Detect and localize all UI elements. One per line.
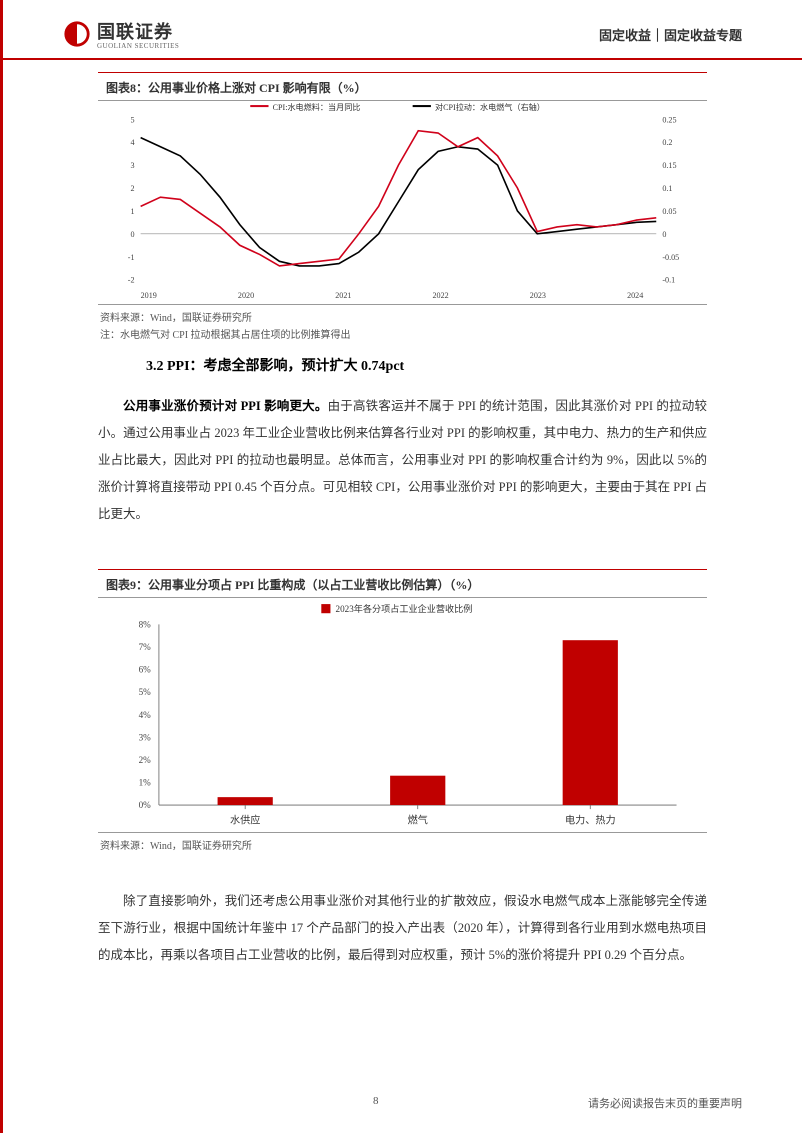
chart-9-plot: 2023年各分项占工业企业营收比例 0% 1% 2% 3% 4% 5% 6% 7% 8% 水供应 燃气… [98, 598, 707, 831]
svg-text:2021: 2021 [335, 291, 351, 300]
chart-8-plot: -2 -1 0 1 2 3 4 5 -0.1 -0.05 0 0.05 0.1 0.15 0.2 0.25 20… [98, 101, 707, 304]
svg-text:2: 2 [130, 184, 134, 193]
svg-text:1%: 1% [139, 778, 152, 788]
paragraph-1-lead: 公用事业涨价预计对 PPI 影响更大。 [123, 399, 328, 413]
footer-disclaimer: 请务必阅读报告末页的重要声明 [588, 1095, 742, 1111]
figure-9-source: 资料来源：Wind，国联证券研究所 [100, 837, 707, 852]
page-header: 国联证券 GUOLIAN SECURITIES 固定收益｜固定收益专题 [3, 0, 802, 60]
svg-text:1: 1 [130, 207, 134, 216]
paragraph-1: 公用事业涨价预计对 PPI 影响更大。由于高铁客运并不属于 PPI 的统计范围，… [98, 393, 707, 527]
svg-text:2022: 2022 [432, 291, 448, 300]
svg-text:0: 0 [130, 230, 134, 239]
svg-text:2019: 2019 [141, 291, 157, 300]
svg-text:6%: 6% [139, 665, 152, 675]
svg-text:4%: 4% [139, 710, 152, 720]
svg-text:2%: 2% [139, 755, 152, 765]
svg-text:5%: 5% [139, 688, 152, 698]
svg-text:CPI:水电燃料：当月同比: CPI:水电燃料：当月同比 [273, 102, 361, 112]
svg-text:0.2: 0.2 [662, 138, 672, 147]
figure-8: 图表8：公用事业价格上涨对 CPI 影响有限（%） -2 -1 0 1 2 3 4 5 -0.1… [98, 72, 707, 305]
svg-text:燃气: 燃气 [408, 814, 428, 827]
paragraph-2: 除了直接影响外，我们还考虑公用事业涨价对其他行业的扩散效应，假设水电燃气成本上涨… [98, 888, 707, 969]
logo-text-cn: 国联证券 [97, 18, 179, 44]
svg-text:3%: 3% [139, 733, 152, 743]
svg-text:-2: -2 [128, 276, 135, 285]
svg-text:2020: 2020 [238, 291, 254, 300]
header-category: 固定收益｜固定收益专题 [599, 25, 742, 44]
svg-text:电力、热力: 电力、热力 [565, 814, 616, 827]
figure-8-title: 图表8：公用事业价格上涨对 CPI 影响有限（%） [98, 73, 707, 101]
company-logo-icon [63, 20, 91, 48]
svg-text:0: 0 [662, 230, 666, 239]
svg-text:水供应: 水供应 [230, 814, 260, 827]
svg-text:2024: 2024 [627, 291, 643, 300]
svg-text:0.05: 0.05 [662, 207, 676, 216]
svg-text:2023年各分项占工业企业营收比例: 2023年各分项占工业企业营收比例 [336, 604, 473, 615]
svg-text:-1: -1 [128, 253, 135, 262]
svg-text:0.1: 0.1 [662, 184, 672, 193]
figure-9: 图表9：公用事业分项占 PPI 比重构成（以占工业营收比例估算）（%） 2023… [98, 569, 707, 832]
section-heading: 3.2 PPI：考虑全部影响，预计扩大 0.74pct [146, 355, 707, 375]
svg-text:3: 3 [130, 161, 134, 170]
logo-text-en: GUOLIAN SECURITIES [97, 42, 179, 50]
figure-9-title: 图表9：公用事业分项占 PPI 比重构成（以占工业营收比例估算）（%） [98, 570, 707, 598]
svg-text:4: 4 [130, 138, 134, 147]
page-footer: 8 请务必阅读报告末页的重要声明 [3, 1095, 802, 1111]
svg-text:7%: 7% [139, 642, 152, 652]
svg-text:0.15: 0.15 [662, 161, 676, 170]
svg-text:5: 5 [130, 115, 134, 124]
svg-text:8%: 8% [139, 620, 152, 630]
page-number: 8 [373, 1095, 379, 1111]
figure-8-source: 资料来源：Wind，国联证券研究所 [100, 309, 707, 324]
svg-text:-0.1: -0.1 [662, 276, 675, 285]
logo: 国联证券 GUOLIAN SECURITIES [63, 18, 179, 50]
paragraph-1-body: 由于高铁客运并不属于 PPI 的统计范围，因此其涨价对 PPI 的拉动较小。通过… [98, 399, 707, 521]
svg-text:-0.05: -0.05 [662, 253, 679, 262]
svg-text:0%: 0% [139, 800, 152, 810]
figure-8-note: 注：水电燃气对 CPI 拉动根据其占居住项的比例推算得出 [100, 326, 707, 341]
svg-text:对CPI拉动：水电燃气（右轴）: 对CPI拉动：水电燃气（右轴） [435, 102, 545, 112]
svg-text:0.25: 0.25 [662, 115, 676, 124]
svg-text:2023: 2023 [530, 291, 546, 300]
